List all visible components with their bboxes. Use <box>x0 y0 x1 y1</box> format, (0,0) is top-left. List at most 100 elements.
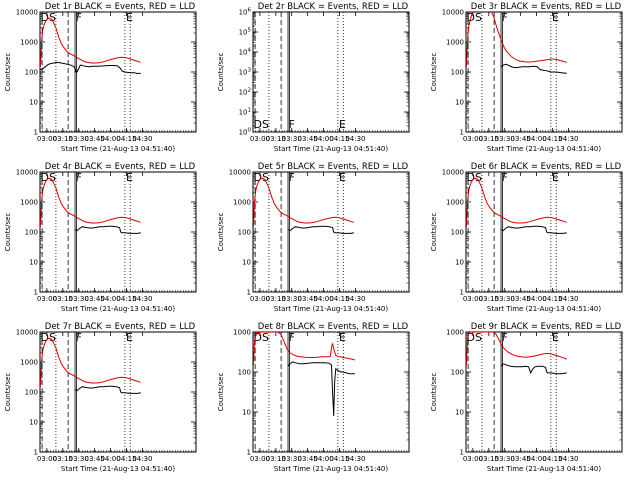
x-tick-label: 03:15 <box>266 135 286 143</box>
y-tick-label: 1 <box>34 289 38 297</box>
y-tick-label: 10 <box>242 259 251 267</box>
x-tick-label: 04:30 <box>558 455 578 463</box>
flag-label: F <box>289 118 295 131</box>
y-tick-label: 100 <box>25 229 38 237</box>
x-tick-label: 04:30 <box>132 455 152 463</box>
flag-label: E <box>126 171 133 184</box>
detector-panel-2: Det 2r BLACK = Events, RED = LLD 100 101 10… <box>217 2 410 153</box>
plot-frame <box>39 331 197 453</box>
x-tick-label: 04:00 <box>100 295 120 303</box>
x-tick-label: 03:30 <box>495 455 515 463</box>
panel-title: Det 5r BLACK = Events, RED = LLD <box>258 162 409 172</box>
x-tick-label: 03:45 <box>511 135 531 143</box>
y-tick-label: 1000 <box>233 329 251 337</box>
x-tick-label: 03:45 <box>85 295 105 303</box>
x-tick-label: 03:30 <box>495 135 515 143</box>
x-tick-label: 03:00 <box>250 455 270 463</box>
panel-title: Det 4r BLACK = Events, RED = LLD <box>45 162 196 172</box>
x-tick-label: 04:30 <box>132 295 152 303</box>
plot-frame <box>252 171 410 293</box>
detector-panel-9: Det 9r BLACK = Events, RED = LLD 1 10 100 10… <box>430 322 623 473</box>
y-tick-label: 10 <box>242 409 251 417</box>
y-tick-label: 105 <box>239 28 252 37</box>
x-axis-label: Start Time (21-Aug-13 04:51:40) <box>61 305 175 313</box>
lld-series-line <box>466 177 567 227</box>
panel-title: Det 3r BLACK = Events, RED = LLD <box>471 2 622 12</box>
flag-label: E <box>126 331 133 344</box>
plot-frame <box>465 171 623 293</box>
lld-series-line <box>466 12 567 67</box>
y-tick-label: 1 <box>460 129 464 137</box>
x-tick-label: 03:30 <box>69 135 89 143</box>
lld-series-line <box>40 17 141 67</box>
x-tick-label: 04:15 <box>329 135 349 143</box>
y-tick-label: 102 <box>239 88 251 97</box>
x-tick-label: 03:45 <box>511 455 531 463</box>
y-tick-label: 1000 <box>20 39 38 47</box>
x-tick-label: 04:00 <box>100 135 120 143</box>
x-tick-label: 03:00 <box>463 295 483 303</box>
x-tick-label: 03:45 <box>85 135 105 143</box>
flag-label: F <box>76 331 82 344</box>
y-tick-label: 10 <box>29 99 38 107</box>
y-tick-label: 10 <box>29 419 38 427</box>
x-tick-label: 04:30 <box>345 295 365 303</box>
events-series-line <box>40 61 141 74</box>
panel-title: Det 1r BLACK = Events, RED = LLD <box>45 2 196 12</box>
y-axis-label: Counts/sec <box>430 53 438 92</box>
flag-label: F <box>76 11 82 24</box>
x-tick-label: 03:30 <box>282 295 302 303</box>
x-tick-label: 04:15 <box>542 295 562 303</box>
x-tick-label: 04:15 <box>542 455 562 463</box>
flag-label: E <box>552 11 559 24</box>
flag-label: F <box>502 171 508 184</box>
x-tick-label: 03:00 <box>250 135 270 143</box>
y-axis-label: Counts/sec <box>217 213 225 252</box>
flag-label: F <box>289 331 295 344</box>
detector-panel-7: Det 7r BLACK = Events, RED = LLD 1 10 100 10… <box>4 322 197 473</box>
x-tick-label: 03:15 <box>479 455 499 463</box>
y-axis-label: Counts/sec <box>4 213 12 252</box>
y-tick-label: 100 <box>451 229 464 237</box>
y-tick-label: 100 <box>25 389 38 397</box>
x-tick-label: 04:15 <box>329 295 349 303</box>
x-tick-label: 03:15 <box>479 135 499 143</box>
lld-series-line <box>466 332 567 366</box>
events-series-line <box>500 363 567 375</box>
plot-frame <box>39 11 197 133</box>
y-tick-label: 1 <box>460 449 464 457</box>
x-tick-label: 04:00 <box>526 455 546 463</box>
y-tick-label: 10000 <box>442 169 464 177</box>
x-axis-label: Start Time (21-Aug-13 04:51:40) <box>487 305 601 313</box>
x-tick-label: 04:30 <box>345 455 365 463</box>
x-tick-label: 03:15 <box>479 295 499 303</box>
x-tick-label: 04:15 <box>116 295 136 303</box>
x-tick-label: 04:30 <box>558 295 578 303</box>
y-tick-label: 1 <box>34 129 38 137</box>
y-axis-label: Counts/sec <box>217 373 225 412</box>
lld-series-line <box>253 177 354 227</box>
flag-label: E <box>552 171 559 184</box>
y-tick-label: 10 <box>455 409 464 417</box>
x-tick-label: 03:15 <box>53 295 73 303</box>
events-series-line <box>287 225 354 234</box>
x-tick-label: 04:30 <box>132 135 152 143</box>
flag-label: E <box>552 331 559 344</box>
y-tick-label: 10 <box>455 259 464 267</box>
y-tick-label: 100 <box>25 69 38 77</box>
panel-title: Det 7r BLACK = Events, RED = LLD <box>45 322 196 332</box>
x-tick-label: 03:00 <box>463 455 483 463</box>
x-tick-label: 03:30 <box>495 295 515 303</box>
x-tick-label: 03:15 <box>53 455 73 463</box>
x-tick-label: 04:00 <box>526 295 546 303</box>
x-axis-label: Start Time (21-Aug-13 04:51:40) <box>274 145 388 153</box>
y-tick-label: 10000 <box>16 329 38 337</box>
detector-panel-5: Det 5r BLACK = Events, RED = LLD 1 10 100 10… <box>217 162 410 313</box>
x-tick-label: 04:30 <box>345 135 365 143</box>
x-axis-label: Start Time (21-Aug-13 04:51:40) <box>274 465 388 473</box>
x-tick-label: 03:15 <box>53 135 73 143</box>
flag-label: F <box>502 11 508 24</box>
y-tick-label: 1 <box>247 289 251 297</box>
y-tick-label: 10000 <box>16 9 38 17</box>
events-series-line <box>287 361 355 416</box>
